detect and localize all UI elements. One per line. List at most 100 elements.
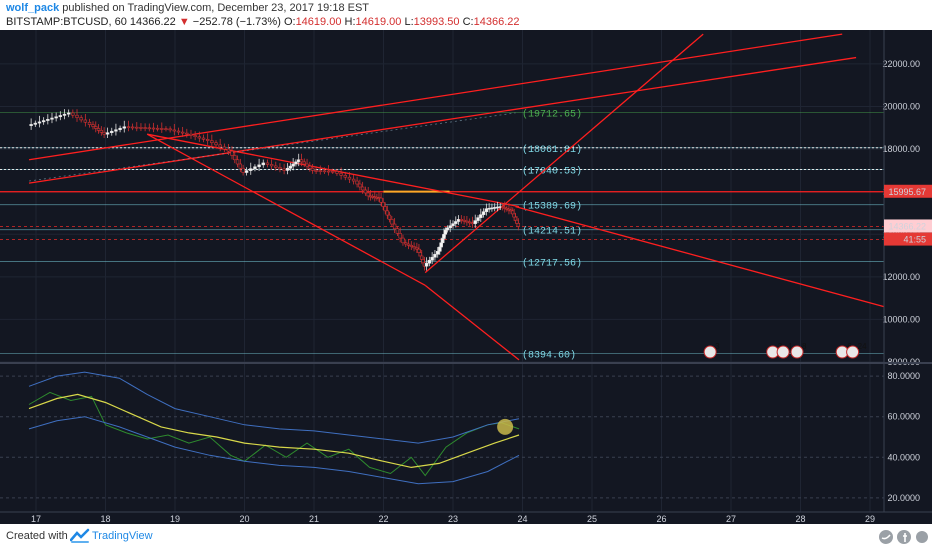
candle-body[interactable] xyxy=(257,164,261,168)
candle-body[interactable] xyxy=(249,168,253,171)
candle-body[interactable] xyxy=(310,167,315,171)
candle-body[interactable] xyxy=(143,127,147,129)
candle-body[interactable] xyxy=(462,219,466,222)
candle-body[interactable] xyxy=(412,246,416,249)
highlight-marker[interactable] xyxy=(497,418,514,435)
candle-body[interactable] xyxy=(230,150,234,156)
twitter-share-icon[interactable] xyxy=(879,530,893,544)
candle-body[interactable] xyxy=(451,223,455,227)
candle-body[interactable] xyxy=(122,126,126,129)
candle-body[interactable] xyxy=(420,255,424,260)
chart-canvas[interactable]: (19712.65) (18061.81) (17040.53) (15389.69)… xyxy=(0,30,932,524)
candle-body[interactable] xyxy=(265,162,270,165)
candle-body[interactable] xyxy=(398,233,402,239)
candle-body[interactable] xyxy=(505,207,509,210)
candle-body[interactable] xyxy=(385,210,390,216)
candle-body[interactable] xyxy=(135,126,139,129)
candle-body[interactable] xyxy=(29,124,33,126)
candle-body[interactable] xyxy=(210,140,214,144)
trend-line[interactable] xyxy=(424,33,704,274)
candle-body[interactable] xyxy=(421,259,425,264)
candle-body[interactable] xyxy=(201,137,206,140)
candle-body[interactable] xyxy=(503,207,507,209)
price-pane[interactable]: (19712.65) (18061.81) (17040.53) (15389.69)… xyxy=(0,33,885,362)
event-badge-icon[interactable] xyxy=(703,345,717,359)
candle-body[interactable] xyxy=(415,247,419,250)
author-link[interactable]: wolf_pack xyxy=(6,2,60,14)
candle-body[interactable] xyxy=(151,127,156,130)
candle-body[interactable] xyxy=(440,238,445,244)
candle-body[interactable] xyxy=(50,117,54,120)
candle-body[interactable] xyxy=(54,116,58,119)
candle-body[interactable] xyxy=(261,162,265,166)
candle-body[interactable] xyxy=(205,139,210,141)
candle-body[interactable] xyxy=(160,128,164,130)
candle-body[interactable] xyxy=(288,165,293,169)
candle-body[interactable] xyxy=(233,155,237,161)
candle-body[interactable] xyxy=(392,223,397,230)
candle-body[interactable] xyxy=(409,245,413,247)
candle-body[interactable] xyxy=(427,259,432,264)
candle-body[interactable] xyxy=(308,165,312,169)
candle-body[interactable] xyxy=(294,161,298,165)
candle-body[interactable] xyxy=(185,132,189,135)
candle-body[interactable] xyxy=(102,131,106,135)
candle-body[interactable] xyxy=(94,126,98,129)
candle-body[interactable] xyxy=(218,144,222,148)
candle-body[interactable] xyxy=(235,159,240,165)
candle-body[interactable] xyxy=(436,250,440,255)
candle-body[interactable] xyxy=(58,115,63,118)
candle-body[interactable] xyxy=(347,176,352,180)
candle-body[interactable] xyxy=(197,136,202,139)
candle-body[interactable] xyxy=(360,186,365,191)
candle-body[interactable] xyxy=(515,219,519,224)
candle-body[interactable] xyxy=(331,170,335,173)
candle-body[interactable] xyxy=(479,214,483,218)
event-badge-icon[interactable] xyxy=(846,345,860,359)
candle-body[interactable] xyxy=(495,206,500,209)
candle-body[interactable] xyxy=(105,132,110,135)
candle-body[interactable] xyxy=(66,112,71,115)
candle-body[interactable] xyxy=(322,170,327,173)
candle-body[interactable] xyxy=(238,163,243,169)
candle-body[interactable] xyxy=(465,220,469,223)
candle-body[interactable] xyxy=(189,133,193,136)
trend-line[interactable] xyxy=(146,133,426,286)
trend-line[interactable] xyxy=(424,284,520,361)
candle-body[interactable] xyxy=(438,246,442,252)
candle-body[interactable] xyxy=(71,112,75,116)
candle-body[interactable] xyxy=(417,248,421,253)
candle-body[interactable] xyxy=(406,243,411,246)
event-badge-icon[interactable] xyxy=(776,345,790,359)
candle-body[interactable] xyxy=(459,219,464,221)
candle-body[interactable] xyxy=(343,174,347,178)
tradingview-brand-link[interactable]: TradingView xyxy=(92,530,153,542)
candle-body[interactable] xyxy=(476,217,480,221)
candle-body[interactable] xyxy=(358,183,362,188)
candle-body[interactable] xyxy=(33,122,38,125)
candle-body[interactable] xyxy=(110,130,114,134)
candle-body[interactable] xyxy=(193,135,197,138)
candle-body[interactable] xyxy=(404,242,408,245)
candle-body[interactable] xyxy=(46,118,50,121)
candle-body[interactable] xyxy=(37,121,42,124)
candle-body[interactable] xyxy=(467,221,472,224)
candle-body[interactable] xyxy=(83,119,88,123)
channel-line[interactable] xyxy=(28,112,516,182)
candle-body[interactable] xyxy=(470,222,475,225)
candle-body[interactable] xyxy=(363,189,368,194)
trend-line[interactable] xyxy=(28,56,857,184)
candle-body[interactable] xyxy=(443,229,448,235)
candle-body[interactable] xyxy=(481,211,486,215)
candle-body[interactable] xyxy=(507,208,511,211)
candle-body[interactable] xyxy=(214,142,218,146)
candle-body[interactable] xyxy=(274,165,278,168)
candle-body[interactable] xyxy=(96,128,101,131)
candle-body[interactable] xyxy=(318,170,322,172)
candle-body[interactable] xyxy=(492,207,497,209)
candle-body[interactable] xyxy=(456,219,461,222)
candle-body[interactable] xyxy=(253,166,257,169)
candle-body[interactable] xyxy=(395,228,400,234)
candle-body[interactable] xyxy=(297,159,301,163)
indicator-series-line[interactable] xyxy=(28,416,520,485)
